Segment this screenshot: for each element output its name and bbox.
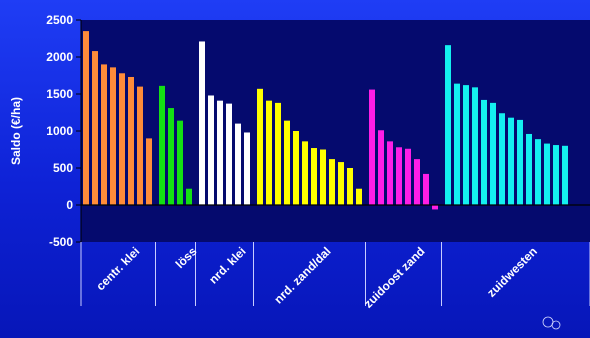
- bar-zuidwesten-11: [535, 139, 541, 205]
- bar-zuidoost-zand-4: [396, 147, 402, 205]
- y-tick-label-0: 0: [66, 198, 73, 212]
- bar-nrd-klei-6: [244, 132, 250, 205]
- bar-zuidwesten-6: [490, 103, 496, 205]
- bar-centr-klei-1: [83, 31, 89, 205]
- bar-zuidoost-zand-3: [387, 141, 393, 205]
- bar-nrd-zand-dal-3: [275, 103, 281, 205]
- y-tick-label-2000: 2000: [46, 50, 73, 64]
- bar-nrd-klei-3: [217, 101, 223, 205]
- bar-zuidoost-zand-6: [414, 159, 420, 205]
- bar-zuidoost-zand-7: [423, 174, 429, 205]
- bar-centr-klei-3: [101, 64, 107, 205]
- y-tick-label--500: -500: [49, 235, 73, 249]
- bar-nrd-zand-dal-9: [329, 159, 335, 205]
- bar-nrd-zand-dal-1: [257, 89, 263, 205]
- bar-centr-klei-6: [128, 77, 134, 205]
- bar-centr-klei-8: [146, 138, 152, 205]
- bar-nrd-zand-dal-7: [311, 148, 317, 205]
- group-label-nrd-klei: nrd. klei: [206, 244, 248, 286]
- group-label-centr-klei: centr. klei: [93, 244, 142, 293]
- bar-l-ss-2: [168, 108, 174, 205]
- bar-zuidoost-zand-8: [432, 205, 438, 209]
- bar-nrd-klei-4: [226, 104, 232, 205]
- bar-nrd-zand-dal-6: [302, 141, 308, 205]
- bar-zuidwesten-14: [562, 146, 568, 205]
- bar-zuidwesten-2: [454, 84, 460, 205]
- bar-zuidwesten-10: [526, 134, 532, 205]
- bar-nrd-zand-dal-5: [293, 131, 299, 205]
- bar-zuidwesten-5: [481, 100, 487, 205]
- bar-l-ss-1: [159, 86, 165, 205]
- bar-zuidwesten-7: [499, 113, 505, 205]
- bar-centr-klei-4: [110, 67, 116, 205]
- bar-zuidwesten-4: [472, 87, 478, 205]
- bar-centr-klei-2: [92, 51, 98, 205]
- y-tick-label-1500: 1500: [46, 87, 73, 101]
- bar-zuidoost-zand-1: [369, 90, 375, 205]
- bar-nrd-zand-dal-12: [356, 189, 362, 205]
- y-tick-label-500: 500: [53, 161, 73, 175]
- bar-nrd-klei-5: [235, 124, 241, 205]
- y-tick-label-2500: 2500: [46, 13, 73, 27]
- bar-nrd-zand-dal-10: [338, 162, 344, 205]
- bar-centr-klei-5: [119, 73, 125, 205]
- y-axis-title: Saldo (€/ha): [9, 97, 23, 165]
- bar-nrd-klei-2: [208, 95, 214, 205]
- bar-zuidwesten-12: [544, 144, 550, 205]
- bar-nrd-zand-dal-2: [266, 101, 272, 205]
- bar-zuidwesten-13: [553, 145, 559, 205]
- y-tick-label-1000: 1000: [46, 124, 73, 138]
- group-label-nrd-zand-dal: nrd. zand/dal: [271, 244, 333, 306]
- bar-nrd-zand-dal-4: [284, 121, 290, 205]
- bar-nrd-zand-dal-11: [347, 168, 353, 205]
- bar-zuidwesten-1: [445, 45, 451, 205]
- bar-zuidwesten-9: [517, 120, 523, 205]
- bar-zuidwesten-3: [463, 85, 469, 205]
- group-label-zuidwesten: zuidwesten: [484, 244, 540, 300]
- bar-l-ss-3: [177, 121, 183, 205]
- bar-centr-klei-7: [137, 87, 143, 205]
- bar-nrd-klei-1: [199, 41, 205, 205]
- bar-zuidoost-zand-2: [378, 130, 384, 205]
- bar-zuidoost-zand-5: [405, 149, 411, 205]
- bar-nrd-zand-dal-8: [320, 150, 326, 206]
- bar-zuidwesten-8: [508, 118, 514, 205]
- corner-decoration-icon: [543, 317, 560, 329]
- group-label-zuidoost-zand: zuidoost zand: [361, 244, 427, 310]
- bar-l-ss-4: [186, 189, 192, 205]
